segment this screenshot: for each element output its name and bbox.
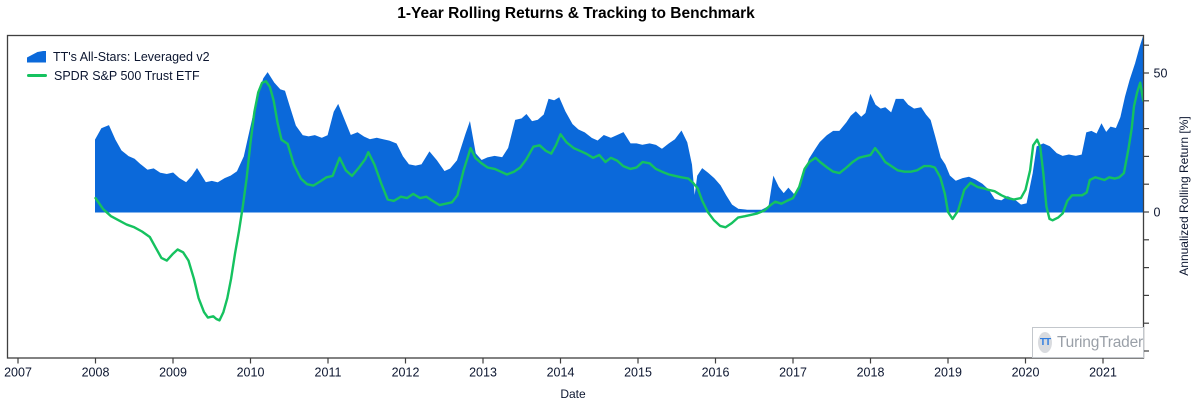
legend: TT's All-Stars: Leveraged v2 SPDR S&P 50… — [27, 49, 210, 83]
legend-item-benchmark: SPDR S&P 500 Trust ETF — [27, 68, 210, 83]
y-tick-label: 50 — [1154, 67, 1168, 81]
chart-title: 1-Year Rolling Returns & Tracking to Ben… — [397, 5, 755, 22]
line-swatch-icon — [27, 74, 47, 77]
x-tick-label: 2020 — [1012, 366, 1040, 380]
x-tick-label: 2014 — [547, 366, 575, 380]
x-tick-label: 2007 — [4, 366, 32, 380]
x-tick-label: 2021 — [1089, 366, 1117, 380]
turingtrader-watermark: TT TuringTrader — [1032, 327, 1144, 358]
x-tick-label: 2018 — [857, 366, 885, 380]
x-tick-label: 2012 — [392, 366, 420, 380]
turingtrader-logo-text: TuringTrader — [1056, 333, 1143, 351]
x-tick-label: 2008 — [82, 366, 110, 380]
x-axis-title: Date — [560, 387, 586, 401]
x-tick-label: 2019 — [934, 366, 962, 380]
x-tick-label: 2017 — [779, 366, 807, 380]
x-tick-label: 2013 — [469, 366, 497, 380]
area-swatch-icon — [27, 50, 46, 63]
benchmark-line-series — [94, 80, 1144, 322]
x-tick-label: 2010 — [237, 366, 265, 380]
x-tick-label: 2016 — [702, 366, 730, 380]
plot-border — [6, 34, 1145, 359]
y-tick-label: 0 — [1154, 206, 1161, 220]
legend-label-strategy: TT's All-Stars: Leveraged v2 — [53, 49, 210, 64]
x-tick-label: 2009 — [159, 366, 187, 380]
legend-item-strategy: TT's All-Stars: Leveraged v2 — [27, 49, 210, 64]
x-tick-label: 2011 — [315, 366, 342, 380]
x-tick-label: 2015 — [624, 366, 652, 380]
legend-label-benchmark: SPDR S&P 500 Trust ETF — [54, 68, 200, 83]
turingtrader-logo-icon: TT — [1038, 332, 1052, 353]
y-axis-title: Annualized Rolling Return [%] — [1177, 116, 1191, 276]
